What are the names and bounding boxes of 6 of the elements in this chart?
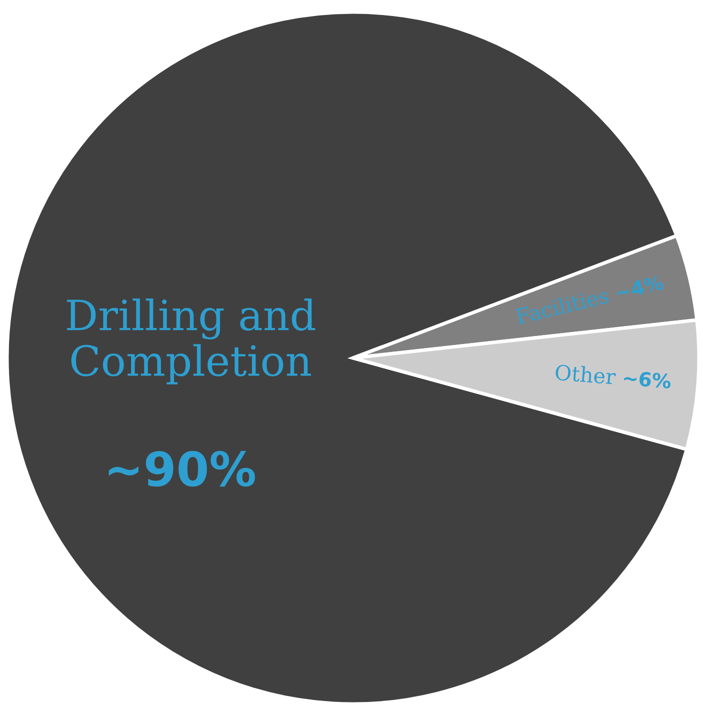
data-label: ~90%: [108, 450, 255, 487]
slice-label: Other: [555, 364, 616, 385]
data-label: ~6%: [624, 370, 672, 389]
slice-label: Facilities: [515, 286, 610, 324]
slice-label: Drilling and Completion: [66, 298, 316, 384]
data-label: ~4%: [615, 274, 664, 300]
